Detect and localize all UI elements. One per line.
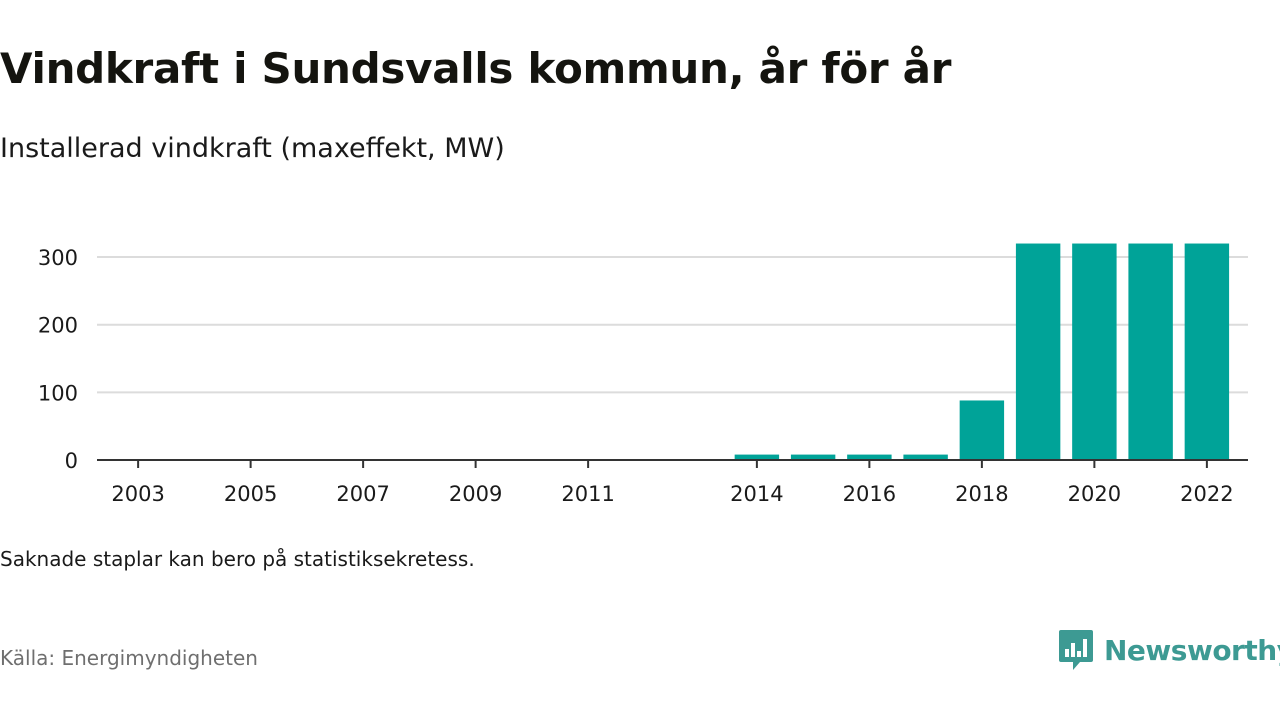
- x-tick-label: 2011: [561, 482, 614, 506]
- source-note: Källa: Energimyndigheten: [0, 646, 258, 670]
- x-tick-label: 2014: [730, 482, 783, 506]
- bar-2019: [1015, 243, 1061, 460]
- bars: [734, 243, 1230, 460]
- bar-2021: [1128, 243, 1173, 460]
- x-tick-label: 2022: [1180, 482, 1233, 506]
- bar-2018: [959, 400, 1005, 460]
- bar-chart: 0 100 200 300 2003 2005 2007 2009 2011 2014 2016 20…: [38, 243, 1248, 506]
- x-tick-label: 2020: [1068, 482, 1121, 506]
- x-tick-label: 2007: [336, 482, 389, 506]
- axes: 0 100 200 300 2003 2005 2007 2009 2011 2014 2016 20…: [38, 246, 1248, 506]
- logo-text: Newsworthy: [1104, 633, 1280, 667]
- bar-chart-speech-bubble-icon: [1059, 630, 1093, 670]
- newsworthy-logo: Newsworthy: [1058, 628, 1280, 672]
- x-tick-label: 2018: [955, 482, 1008, 506]
- bar-2017: [903, 454, 948, 460]
- footnote: Saknade staplar kan bero på statistiksek…: [0, 547, 475, 571]
- bar-2016: [847, 454, 892, 460]
- x-tick-label: 2005: [224, 482, 277, 506]
- y-tick-label: 300: [38, 246, 78, 270]
- bar-2015: [790, 454, 836, 460]
- bar-2020: [1072, 243, 1117, 460]
- bar-2022: [1184, 243, 1230, 460]
- chart-subtitle: Installerad vindkraft (maxeffekt, MW): [0, 133, 505, 164]
- x-tick-label: 2003: [111, 482, 164, 506]
- bar-2014: [734, 454, 780, 460]
- y-tick-label: 100: [38, 381, 78, 405]
- x-tick-label: 2009: [449, 482, 502, 506]
- chart-title: Vindkraft i Sundsvalls kommun, år för år: [0, 44, 952, 93]
- y-tick-label: 0: [65, 449, 78, 473]
- y-tick-label: 200: [38, 314, 78, 338]
- x-tick-label: 2016: [843, 482, 896, 506]
